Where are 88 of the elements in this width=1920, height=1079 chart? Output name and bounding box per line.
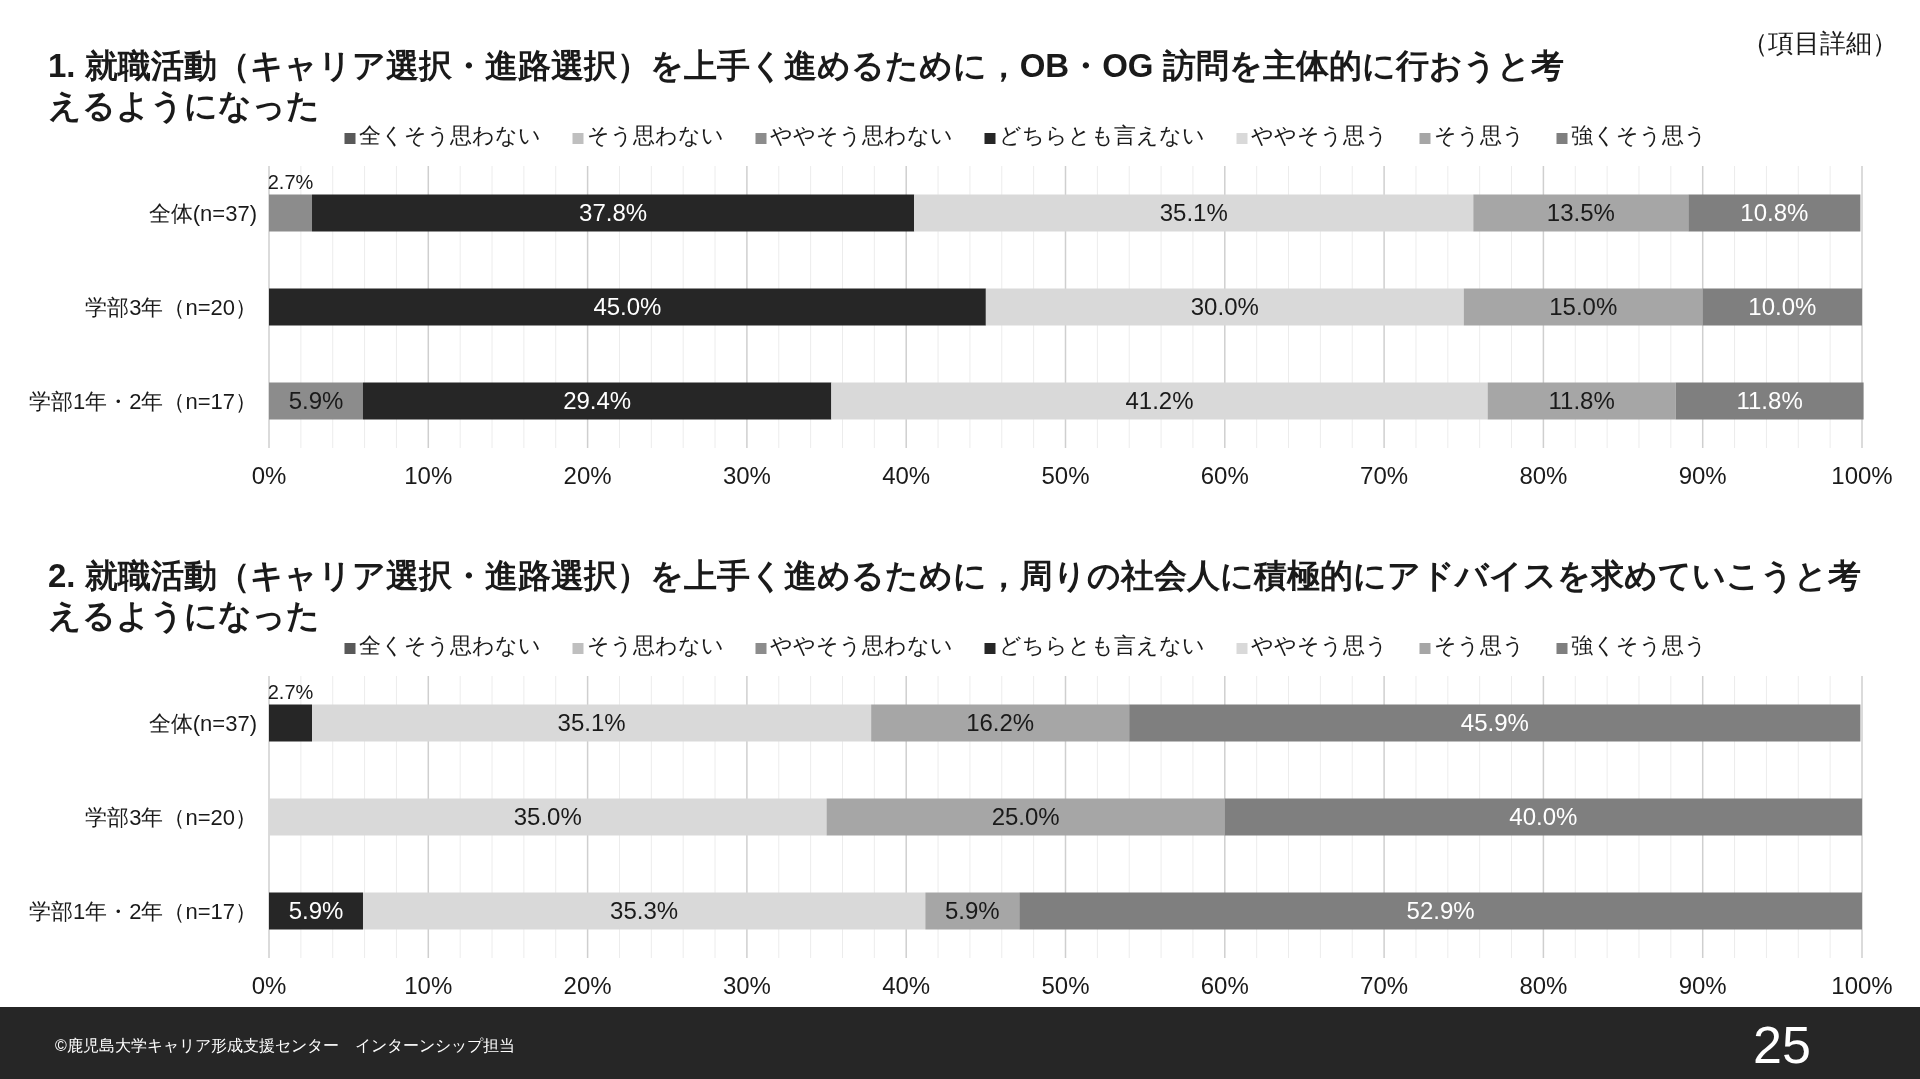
data-label: 29.4% bbox=[563, 387, 632, 414]
x-tick-label: 90% bbox=[1678, 972, 1727, 999]
data-label: 5.9% bbox=[288, 897, 344, 924]
x-tick-label: 40% bbox=[882, 972, 931, 999]
x-tick-label: 100% bbox=[1831, 462, 1893, 489]
legend-label: 全くそう思わない bbox=[358, 123, 541, 148]
data-label: 45.0% bbox=[593, 293, 662, 320]
bar bbox=[269, 704, 313, 742]
bar bbox=[269, 194, 313, 232]
bar bbox=[269, 288, 986, 326]
data-label: 5.9% bbox=[288, 387, 344, 414]
legend-label: どちらとも言えない bbox=[998, 123, 1205, 148]
y-tick-label: 学部1年・2年（n=17） bbox=[28, 389, 257, 414]
data-label: 16.2% bbox=[966, 709, 1035, 736]
data-label: 37.8% bbox=[579, 199, 648, 226]
legend-label: どちらとも言えない bbox=[998, 633, 1205, 658]
x-tick-label: 20% bbox=[563, 462, 612, 489]
x-tick-label: 90% bbox=[1678, 462, 1727, 489]
x-tick-label: 80% bbox=[1519, 462, 1568, 489]
data-label: 13.5% bbox=[1546, 199, 1615, 226]
data-label: 52.9% bbox=[1406, 897, 1475, 924]
x-tick-label: 50% bbox=[1041, 972, 1090, 999]
y-tick-label: 全体(n=37) bbox=[148, 711, 257, 736]
x-tick-label: 20% bbox=[563, 972, 612, 999]
bar bbox=[871, 704, 1130, 742]
chart-title: 2. 就職活動（キャリア選択・進路選択）を上手く進めるために，周りの社会人に積極的にアドバイスを求めていこうと考えるようになった bbox=[48, 557, 1861, 634]
text: ©鹿児島大学キャリア形成支援センター インターンシップ担当 bbox=[55, 1037, 515, 1054]
data-label: 45.9% bbox=[1460, 709, 1529, 736]
data-label: 35.0% bbox=[513, 803, 582, 830]
bar bbox=[1224, 798, 1862, 836]
data-label: 25.0% bbox=[991, 803, 1060, 830]
legend-label: ややそう思わない bbox=[769, 633, 953, 658]
x-tick-label: 60% bbox=[1200, 972, 1249, 999]
x-tick-label: 0% bbox=[251, 972, 287, 999]
data-label: 2.7% bbox=[267, 170, 314, 193]
data-label: 40.0% bbox=[1509, 803, 1578, 830]
legend-label: ややそう思う bbox=[1250, 123, 1388, 148]
bar bbox=[1129, 704, 1861, 742]
bar bbox=[1487, 382, 1676, 420]
x-tick-label: 10% bbox=[404, 462, 453, 489]
bar bbox=[826, 798, 1225, 836]
data-label: 15.0% bbox=[1549, 293, 1618, 320]
x-tick-label: 80% bbox=[1519, 972, 1568, 999]
bar bbox=[312, 194, 915, 232]
data-label: 10.0% bbox=[1748, 293, 1817, 320]
legend-label: そう思わない bbox=[586, 123, 724, 148]
text: 25 bbox=[1753, 1016, 1811, 1074]
bar bbox=[1473, 194, 1689, 232]
bar bbox=[1463, 288, 1703, 326]
x-tick-label: 100% bbox=[1831, 972, 1893, 999]
x-tick-label: 30% bbox=[722, 972, 771, 999]
bar bbox=[362, 382, 832, 420]
x-tick-label: 60% bbox=[1200, 462, 1249, 489]
data-label: 10.8% bbox=[1740, 199, 1809, 226]
x-tick-label: 30% bbox=[722, 462, 771, 489]
legend-label: ややそう思う bbox=[1250, 633, 1388, 658]
chart-title: 1. 就職活動（キャリア選択・進路選択）を上手く進めるために，OB・OG 訪問を主体的に行おうと考えるようになった bbox=[48, 47, 1564, 124]
x-tick-label: 50% bbox=[1041, 462, 1090, 489]
x-tick-label: 0% bbox=[251, 462, 287, 489]
y-tick-label: 学部1年・2年（n=17） bbox=[28, 899, 257, 924]
legend-label: ややそう思わない bbox=[769, 123, 953, 148]
data-label: 11.8% bbox=[1548, 387, 1615, 414]
data-label: 35.1% bbox=[1159, 199, 1228, 226]
data-label: 2.7% bbox=[267, 680, 314, 703]
legend-label: 全くそう思わない bbox=[358, 633, 541, 658]
legend-label: そう思う bbox=[1433, 123, 1525, 148]
legend-label: 強くそう思う bbox=[1570, 123, 1707, 148]
data-label: 11.8% bbox=[1736, 387, 1803, 414]
bar bbox=[1675, 382, 1864, 420]
data-label: 5.9% bbox=[944, 897, 1000, 924]
legend-label: そう思わない bbox=[586, 633, 724, 658]
x-tick-label: 70% bbox=[1360, 462, 1409, 489]
data-label: 30.0% bbox=[1190, 293, 1259, 320]
legend-label: 強くそう思う bbox=[1570, 633, 1707, 658]
data-label: 41.2% bbox=[1125, 387, 1194, 414]
x-tick-label: 10% bbox=[404, 972, 453, 999]
data-label: 35.1% bbox=[557, 709, 626, 736]
data-label: 35.3% bbox=[610, 897, 679, 924]
text: （項目詳細） bbox=[1742, 28, 1898, 58]
x-tick-label: 40% bbox=[882, 462, 931, 489]
x-tick-label: 70% bbox=[1360, 972, 1409, 999]
y-tick-label: 全体(n=37) bbox=[148, 201, 257, 226]
y-tick-label: 学部3年（n=20） bbox=[85, 295, 257, 320]
bar bbox=[1702, 288, 1862, 326]
legend-label: そう思う bbox=[1433, 633, 1525, 658]
y-tick-label: 学部3年（n=20） bbox=[85, 805, 257, 830]
bar bbox=[1019, 892, 1862, 930]
bar bbox=[1688, 194, 1861, 232]
